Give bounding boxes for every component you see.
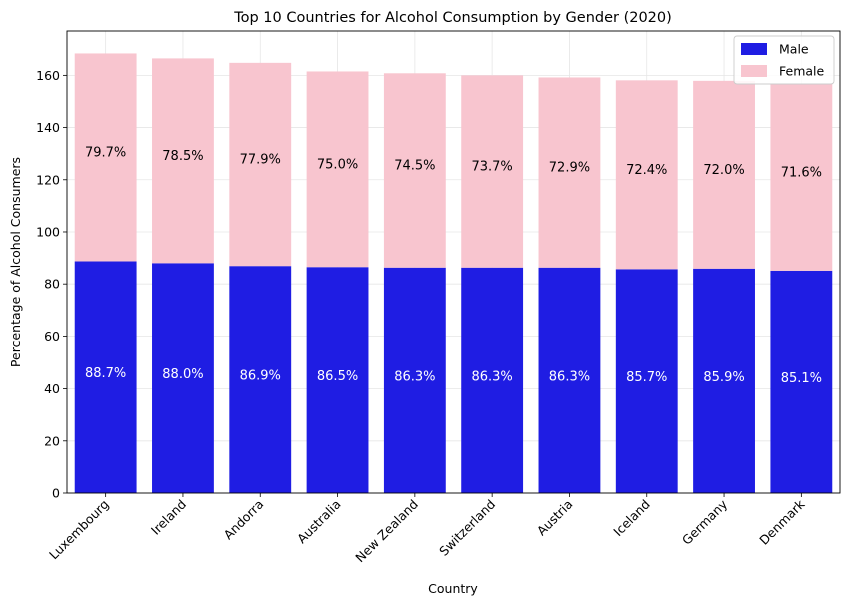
bar-female-switzerland (461, 75, 524, 268)
legend-swatch-female (741, 65, 767, 77)
y-tick-label: 100 (36, 224, 60, 239)
bar-male-denmark (770, 270, 833, 493)
bar-female-austria (538, 77, 601, 268)
data-label-male: 86.3% (394, 369, 435, 384)
x-tick-label: New Zealand (352, 497, 421, 566)
data-label-male: 86.9% (240, 369, 281, 384)
legend: Male Female (733, 35, 835, 85)
bar-female-luxembourg (74, 53, 137, 262)
y-tick-label: 140 (36, 120, 60, 135)
data-label-female: 72.4% (626, 163, 667, 178)
legend-swatch-male (741, 43, 767, 55)
y-tick-label: 120 (36, 172, 60, 187)
x-tick-label: Ireland (148, 497, 189, 538)
bar-male-switzerland (461, 267, 524, 493)
data-label-male: 85.7% (626, 370, 667, 385)
data-label-female: 72.9% (549, 161, 590, 176)
data-label-male: 85.1% (781, 371, 822, 386)
bar-female-iceland (615, 80, 678, 270)
bar-female-new-zealand (383, 73, 446, 268)
y-tick-label: 80 (44, 277, 60, 292)
y-tick-label: 60 (44, 329, 60, 344)
y-axis-label: Percentage of Alcohol Consumers (8, 157, 23, 367)
data-label-male: 88.0% (162, 367, 203, 382)
chart-title: Top 10 Countries for Alcohol Consumption… (233, 10, 672, 26)
data-label-female: 74.5% (394, 159, 435, 174)
bars-layer (74, 53, 833, 493)
bar-female-andorra (229, 62, 292, 267)
x-tick-label: Andorra (221, 497, 267, 543)
bar-male-andorra (229, 266, 292, 493)
bar-female-australia (306, 71, 369, 268)
x-tick-label: Iceland (610, 497, 653, 540)
bar-male-ireland (152, 263, 214, 493)
y-tick-label: 20 (44, 433, 60, 448)
data-label-female: 78.5% (162, 149, 203, 164)
bar-male-australia (306, 267, 369, 493)
bar-male-new-zealand (383, 267, 446, 493)
y-tick-label: 0 (52, 486, 60, 501)
data-labels-layer: 88.7% 79.7% 88.0% 78.5% 86.9% 77.9% 86.5% 75.0%… (85, 145, 822, 385)
legend-label-female: Female (779, 64, 825, 79)
data-label-female: 75.0% (317, 157, 358, 172)
data-label-female: 77.9% (240, 153, 281, 168)
plot-frame (66, 30, 841, 494)
bar-male-germany (693, 268, 755, 493)
bar-female-germany (693, 80, 755, 269)
data-label-male: 88.7% (85, 366, 126, 381)
bar-female-ireland (152, 58, 214, 264)
legend-label-male: Male (779, 42, 809, 57)
data-label-male: 86.5% (317, 369, 358, 384)
x-tick-label: Switzerland (436, 497, 498, 559)
x-tick-label: Luxembourg (46, 497, 112, 563)
y-tick-label: 160 (36, 68, 60, 83)
x-tick-label: Denmark (756, 496, 808, 548)
y-tick-label: 40 (44, 381, 60, 396)
bar-female-denmark (770, 83, 833, 271)
data-label-male: 86.3% (549, 369, 590, 384)
x-tick-label: Australia (294, 497, 344, 547)
data-label-male: 86.3% (471, 369, 512, 384)
bar-male-iceland (615, 269, 678, 493)
x-tick-label: Austria (534, 497, 576, 539)
data-label-male: 85.9% (703, 370, 744, 385)
data-label-female: 71.6% (781, 165, 822, 180)
bar-male-austria (538, 267, 601, 493)
data-label-female: 72.0% (703, 163, 744, 178)
bar-male-luxembourg (74, 261, 137, 493)
x-tick-label: Germany (679, 496, 731, 548)
data-label-female: 79.7% (85, 145, 126, 160)
x-axis-label: Country (428, 581, 478, 596)
data-label-female: 73.7% (471, 160, 512, 175)
